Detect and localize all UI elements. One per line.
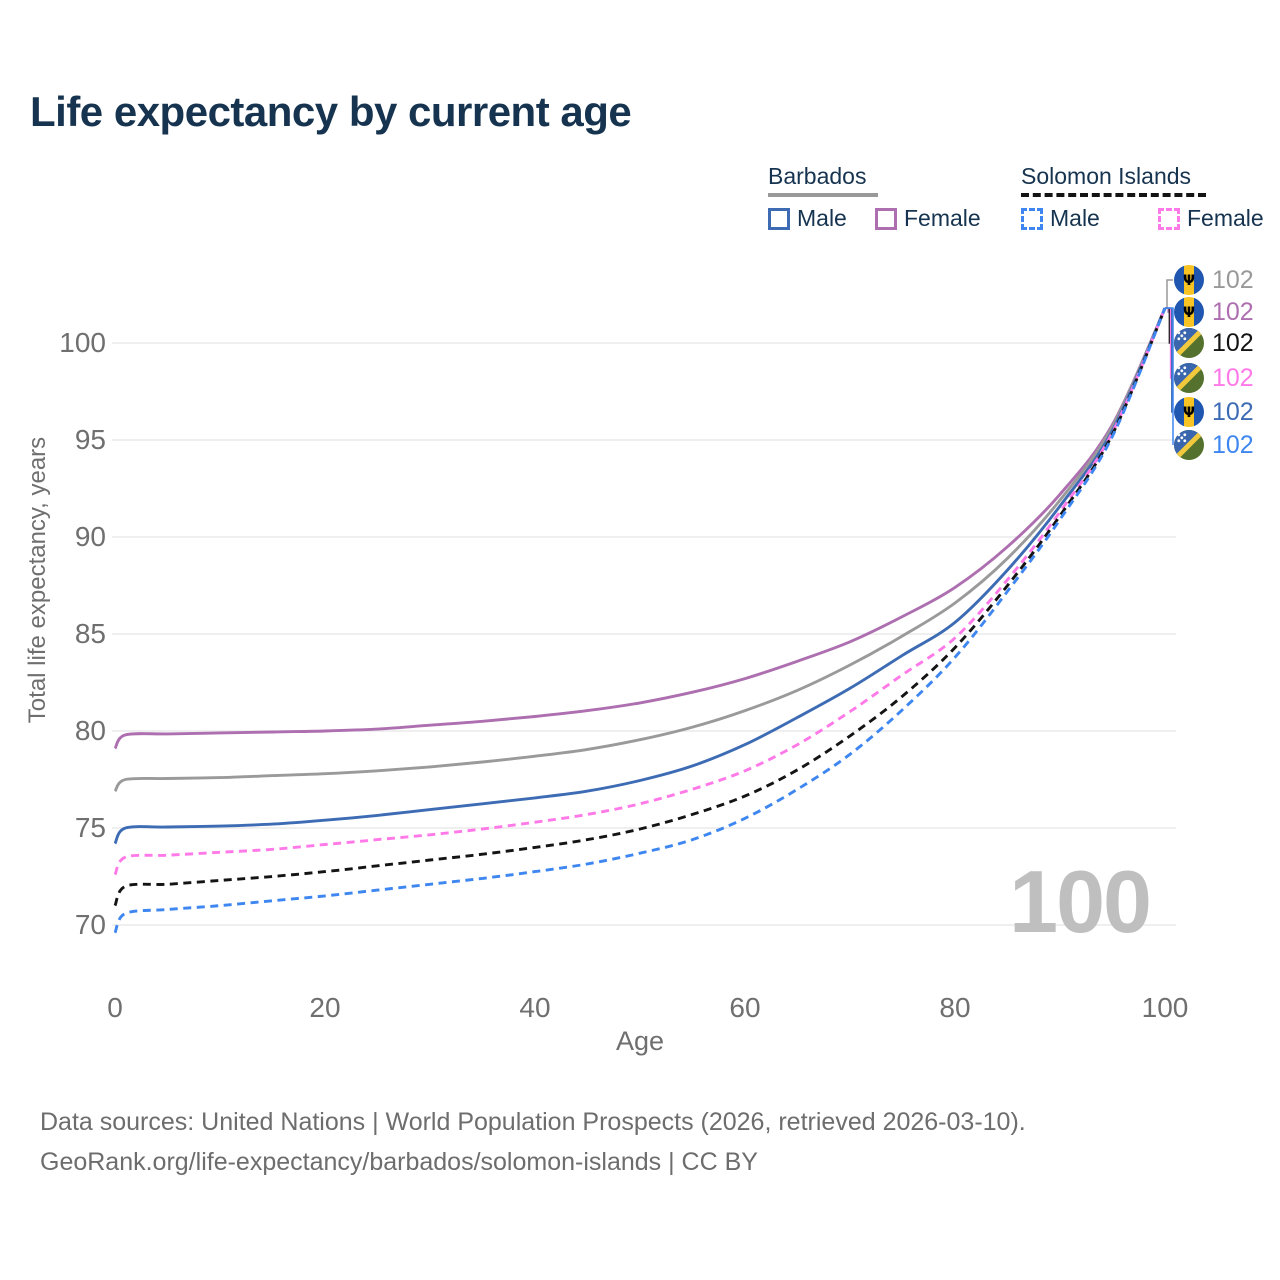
legend-item-label: Female — [1187, 205, 1264, 231]
end-label-leader-lines — [1165, 279, 1174, 445]
solomon-male-swatch-icon — [1021, 207, 1043, 230]
x-tick-label-20: 20 — [309, 992, 341, 1023]
y-tick-label-80: 80 — [74, 715, 106, 746]
age-frame-watermark: 100 — [1009, 852, 1152, 951]
y-tick-label-85: 85 — [74, 618, 106, 649]
end-label-barbados-0: Ψ 102 — [1174, 264, 1254, 296]
legend-item-label: Female — [904, 205, 981, 231]
end-label-solomon-islands-3: 102 — [1174, 362, 1254, 394]
solomon-islands-flag-icon — [1174, 328, 1204, 358]
leader-line-5 — [1165, 307, 1174, 445]
end-value-label: 102 — [1212, 430, 1254, 459]
series-lines — [113, 307, 1167, 934]
legend-item-solomon-female[interactable]: Female — [1158, 205, 1264, 232]
legend-country-solomon-islands: Solomon Islands — [1021, 163, 1192, 189]
end-label-barbados-1: Ψ 102 — [1174, 296, 1254, 328]
barbados-female-swatch-icon — [875, 207, 897, 230]
series-line-barbados-male — [113, 307, 1167, 845]
x-tick-label-40: 40 — [519, 992, 551, 1023]
barbados-flag-icon: Ψ — [1174, 397, 1204, 427]
legend-item-label: Male — [797, 205, 847, 231]
legend-item-label: Male — [1050, 205, 1100, 231]
y-tick-label-75: 75 — [74, 812, 106, 843]
x-axis-title: Age — [615, 1026, 665, 1056]
gridlines — [112, 342, 1176, 926]
end-label-solomon-islands-2: 102 — [1174, 327, 1254, 359]
end-value-label: 102 — [1212, 297, 1254, 326]
end-value-label: 102 — [1212, 363, 1254, 392]
x-tick-label-80: 80 — [939, 992, 971, 1023]
solomon-islands-flag-icon — [1174, 363, 1204, 393]
page-title: Life expectancy by current age — [30, 88, 632, 135]
leader-line-0 — [1165, 279, 1173, 309]
svg-text:Ψ: Ψ — [1183, 305, 1195, 321]
legend-item-solomon-male[interactable]: Male — [1021, 205, 1100, 232]
barbados-flag-icon: Ψ — [1174, 297, 1204, 327]
legend-country-barbados: Barbados — [768, 163, 867, 189]
x-tick-label-60: 60 — [729, 992, 761, 1023]
y-tick-label-95: 95 — [74, 424, 106, 455]
svg-text:Ψ: Ψ — [1183, 405, 1195, 421]
barbados-flag-icon: Ψ — [1174, 265, 1204, 295]
series-line-barbados-female — [113, 307, 1167, 750]
end-value-label: 102 — [1212, 265, 1254, 294]
end-value-label: 102 — [1212, 328, 1254, 357]
barbados-male-swatch-icon — [768, 207, 790, 230]
y-tick-label-100: 100 — [59, 327, 106, 358]
svg-text:Ψ: Ψ — [1183, 273, 1195, 289]
legend-item-barbados-male[interactable]: Male — [768, 205, 847, 232]
series-line-solomon-islands-male — [113, 307, 1167, 934]
legend-barbados-line-sample — [768, 193, 878, 197]
y-axis-title: Total life expectancy, years — [24, 436, 51, 724]
solomon-female-swatch-icon — [1158, 207, 1180, 230]
series-line-solomon-islands-female — [113, 307, 1167, 876]
legend-solomon-line-sample — [1021, 193, 1206, 197]
x-tick-label-0: 0 — [107, 992, 123, 1023]
solomon-islands-flag-icon — [1174, 430, 1204, 460]
footer-data-sources: Data sources: United Nations | World Pop… — [40, 1108, 1026, 1136]
end-label-barbados-4: Ψ 102 — [1174, 396, 1254, 428]
y-tick-label-90: 90 — [74, 521, 106, 552]
end-label-solomon-islands-5: 102 — [1174, 429, 1254, 461]
y-tick-label-70: 70 — [74, 909, 106, 940]
series-line-barbados-both — [113, 307, 1167, 793]
end-value-label: 102 — [1212, 397, 1254, 426]
footer-source-url[interactable]: GeoRank.org/life-expectancy/barbados/sol… — [40, 1148, 758, 1176]
x-tick-label-100: 100 — [1141, 992, 1189, 1023]
series-line-solomon-islands-both — [113, 307, 1167, 907]
legend-item-barbados-female[interactable]: Female — [875, 205, 981, 232]
